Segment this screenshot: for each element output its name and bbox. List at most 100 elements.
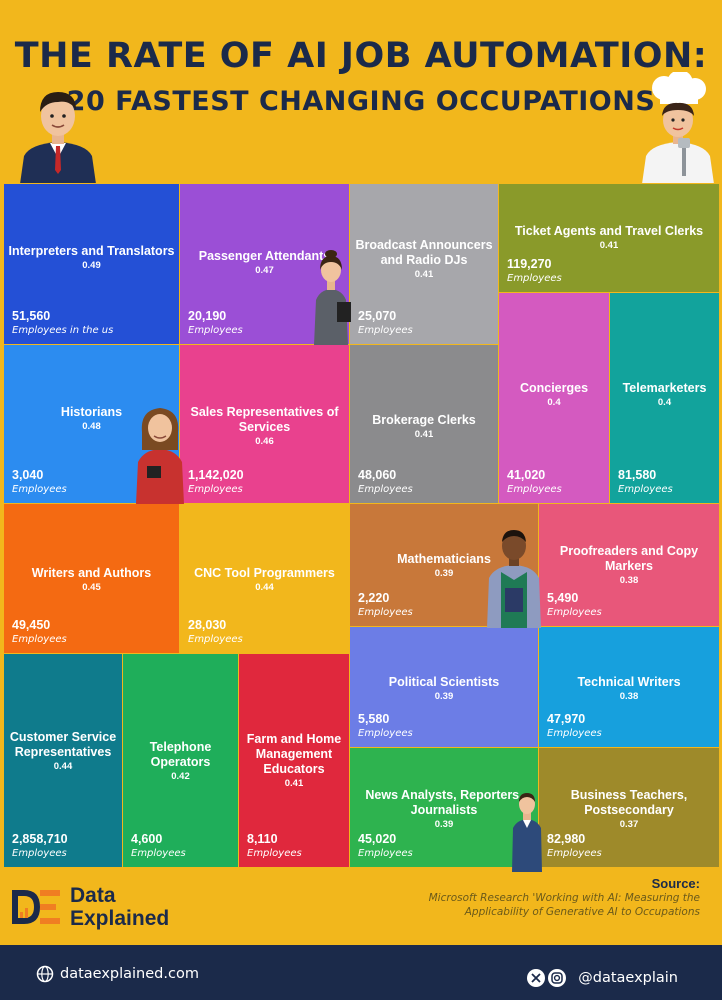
tile-employee-count: 48,060 (358, 468, 397, 482)
treemap-tile: Technical Writers 0.38 47,970 Employees (538, 626, 720, 748)
tile-employee-unit: Employees (247, 848, 302, 859)
source-block: Source: Microsoft Research 'Working with… (410, 876, 700, 919)
tile-employee-unit: Employees (507, 484, 562, 495)
website-link[interactable]: dataexplained.com (60, 966, 199, 982)
tile-occupation-label: Sales Representatives of Services (190, 405, 339, 434)
treemap-tile: Sales Representatives of Services 0.46 1,1… (179, 344, 350, 504)
tile-automation-rate: 0.4 (657, 397, 672, 408)
tile-occupation-name: Mathematicians 0.39 (354, 552, 534, 581)
tile-employee-count: 51,560 (12, 309, 51, 323)
treemap-tile: Customer Service Representatives 0.44 2,85… (3, 653, 123, 868)
tile-employee-count: 28,030 (188, 618, 227, 632)
tile-automation-rate: 0.41 (414, 429, 434, 440)
tile-occupation-name: Historians 0.48 (8, 405, 175, 434)
tile-employee-unit: Employees (358, 848, 413, 859)
tile-automation-rate: 0.41 (414, 269, 434, 280)
treemap-tile: Ticket Agents and Travel Clerks 0.41 119,2… (498, 183, 720, 293)
tile-automation-rate: 0.44 (255, 582, 274, 593)
tile-occupation-name: Political Scientists 0.39 (354, 675, 534, 704)
tile-occupation-name: Customer Service Representatives 0.44 (8, 730, 118, 774)
tile-employee-count: 41,020 (507, 468, 546, 482)
tile-employee-count: 49,450 (12, 618, 51, 632)
tile-employee-count: 5,490 (547, 591, 579, 605)
treemap-tile: Writers and Authors 0.45 49,450 Employees (3, 503, 180, 654)
tile-occupation-label: Telephone Operators (149, 740, 212, 769)
tile-employee-count: 4,600 (131, 832, 163, 846)
instagram-icon (548, 969, 566, 987)
brand-logo-text: Data Explained (70, 884, 169, 930)
tile-automation-rate: 0.44 (53, 761, 73, 772)
tile-employee-count: 5,580 (358, 712, 390, 726)
treemap-tile: Telephone Operators 0.42 4,600 Employees (122, 653, 239, 868)
tile-occupation-name: Farm and Home Management Educators 0.41 (243, 732, 345, 791)
tile-occupation-name: Proofreaders and Copy Markers 0.38 (543, 544, 715, 588)
tile-automation-rate: 0.4 (547, 397, 561, 408)
tile-employee-unit: Employees (188, 484, 243, 495)
treemap-tile: Telemarketers 0.4 81,580 Employees (609, 292, 720, 504)
tile-occupation-name: Broadcast Announcers and Radio DJs 0.41 (354, 238, 494, 282)
tile-automation-rate: 0.38 (619, 691, 639, 702)
tile-employee-unit: Employees (358, 607, 413, 618)
treemap-tile: Political Scientists 0.39 5,580 Employees (349, 626, 539, 748)
treemap-tile: Brokerage Clerks 0.41 48,060 Employees (349, 344, 499, 504)
tile-occupation-label: Ticket Agents and Travel Clerks (514, 224, 704, 238)
treemap-tile: Proofreaders and Copy Markers 0.38 5,490 Em… (538, 503, 720, 627)
tile-employee-count: 2,220 (358, 591, 390, 605)
tile-automation-rate: 0.39 (434, 691, 454, 702)
tile-employee-unit: Employees (618, 484, 673, 495)
tile-occupation-name: Concierges 0.4 (503, 381, 605, 410)
tile-occupation-label: Concierges (519, 381, 589, 395)
tile-occupation-label: CNC Tool Programmers (194, 566, 335, 580)
tile-employee-count: 2,858,710 (12, 832, 68, 846)
x-icon (527, 969, 545, 987)
tile-employee-unit: Employees (547, 848, 602, 859)
logo-line-1: Data (70, 884, 116, 907)
tile-automation-rate: 0.46 (255, 436, 274, 447)
tile-occupation-label: Broadcast Announcers and Radio DJs (355, 238, 493, 267)
treemap-tile: News Analysts, Reporters, Journalists 0.3… (349, 747, 539, 868)
tile-employee-unit: Employees (358, 728, 413, 739)
chef-illustration (642, 72, 714, 184)
treemap-tile: Farm and Home Management Educators 0.41 8,… (238, 653, 350, 868)
tile-occupation-label: Technical Writers (577, 675, 681, 689)
social-handle[interactable]: @dataexplain (578, 970, 678, 986)
tile-employee-unit: Employees in the us (12, 325, 114, 336)
news-reporter-illustration (512, 793, 542, 872)
data-explained-logo-icon (12, 890, 60, 924)
treemap-tile: CNC Tool Programmers 0.44 28,030 Employees (179, 503, 350, 654)
tile-automation-rate: 0.42 (171, 771, 190, 782)
tile-employee-unit: Employees (131, 848, 186, 859)
tile-employee-count: 119,270 (507, 257, 552, 271)
globe-icon (36, 965, 54, 983)
tile-employee-count: 47,970 (547, 712, 586, 726)
tile-automation-rate: 0.49 (82, 260, 101, 271)
tile-occupation-name: Business Teachers, Postsecondary 0.37 (543, 788, 715, 832)
tile-automation-rate: 0.48 (82, 421, 101, 432)
tile-employee-count: 1,142,020 (188, 468, 244, 482)
tile-employee-unit: Employees (358, 325, 413, 336)
tile-occupation-name: News Analysts, Reporters, Journalists 0.3… (354, 788, 534, 832)
tile-employee-count: 25,070 (358, 309, 397, 323)
tile-employee-count: 45,020 (358, 832, 397, 846)
tile-occupation-name: Passenger Attendants 0.47 (184, 249, 345, 278)
tile-occupation-name: Technical Writers 0.38 (543, 675, 715, 704)
tile-occupation-label: Political Scientists (388, 675, 500, 689)
tile-occupation-label: Mathematicians (397, 552, 491, 566)
tile-employee-unit: Employees (358, 484, 413, 495)
tile-employee-unit: Employees (547, 607, 602, 618)
tile-occupation-name: Writers and Authors 0.45 (8, 566, 175, 595)
tile-occupation-label: Proofreaders and Copy Markers (559, 544, 699, 573)
tile-occupation-label: Customer Service Representatives (9, 730, 117, 759)
tile-automation-rate: 0.41 (599, 240, 619, 251)
tile-automation-rate: 0.45 (82, 582, 101, 593)
tile-occupation-label: News Analysts, Reporters, Journalists (365, 788, 523, 817)
tile-automation-rate: 0.39 (434, 568, 454, 579)
tile-occupation-label: Historians (60, 405, 123, 419)
footer-bar: dataexplained.com @dataexplain (0, 945, 722, 1000)
tile-automation-rate: 0.39 (434, 819, 454, 830)
tile-automation-rate: 0.37 (619, 819, 639, 830)
historian-illustration (136, 408, 184, 504)
tile-employee-count: 20,190 (188, 309, 227, 323)
tile-occupation-name: Sales Representatives of Services 0.46 (184, 405, 345, 449)
tile-occupation-label: Brokerage Clerks (372, 413, 476, 427)
